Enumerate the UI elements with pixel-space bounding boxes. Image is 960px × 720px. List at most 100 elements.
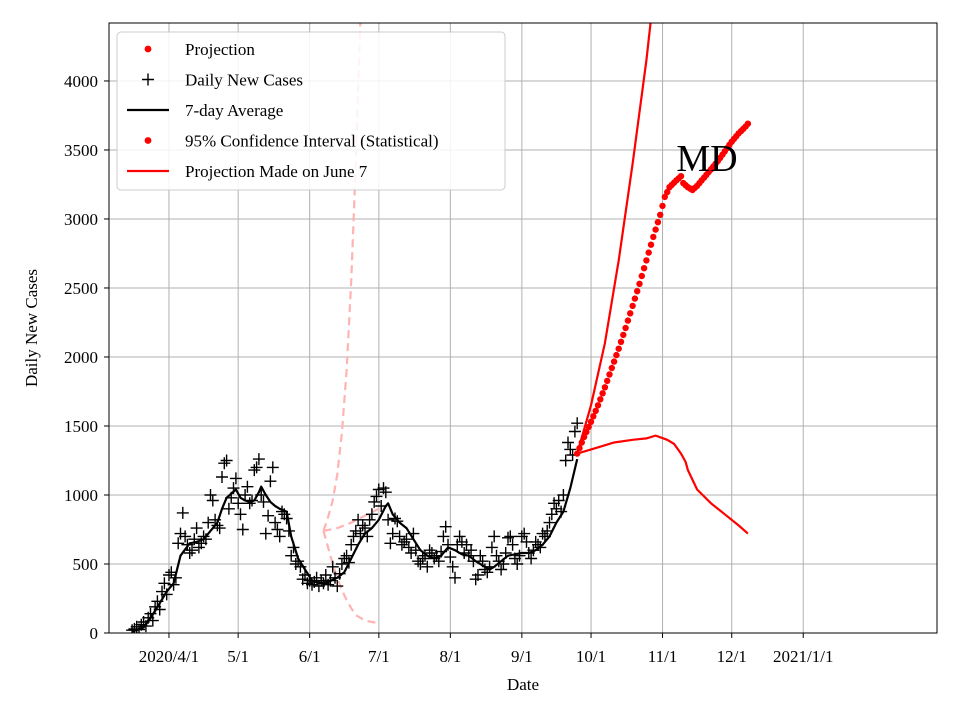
projection-point	[576, 444, 583, 452]
daily-cases-point	[453, 530, 466, 543]
projection-point	[583, 428, 590, 436]
daily-cases-point	[197, 530, 210, 543]
daily-cases-point	[176, 506, 189, 519]
seven-day-average-line	[131, 458, 579, 633]
daily-cases-point	[511, 558, 524, 570]
daily-cases-point	[485, 541, 498, 554]
y-tick-label: 0	[90, 624, 99, 643]
daily-cases-point	[363, 513, 376, 526]
daily-cases-point	[331, 580, 344, 593]
daily-cases-point	[356, 519, 369, 532]
x-tick-label: 6/1	[299, 647, 321, 666]
daily-cases-point	[213, 522, 226, 535]
ci-lower-line	[576, 434, 749, 535]
daily-cases-point	[206, 494, 219, 507]
projection-point	[664, 188, 671, 196]
daily-cases-point	[241, 480, 254, 493]
daily-cases-point	[559, 454, 572, 467]
daily-cases-point	[232, 497, 245, 510]
x-tick-label: 8/1	[439, 647, 461, 666]
projection-point	[585, 423, 592, 431]
daily-cases-point	[179, 530, 192, 543]
projection-point	[592, 407, 599, 414]
legend-box	[116, 31, 506, 191]
projection-point	[601, 384, 609, 391]
daily-cases-point	[340, 549, 353, 562]
projection-point	[657, 211, 664, 218]
legend-entry-label: 7-day Average	[185, 101, 283, 120]
projection-point	[608, 364, 615, 372]
projection-point	[620, 331, 627, 339]
daily-cases-point	[326, 560, 339, 573]
x-tick-label: 11/1	[648, 647, 678, 666]
daily-cases-point	[266, 461, 279, 474]
daily-cases-point	[525, 552, 538, 565]
daily-cases-point	[568, 425, 581, 438]
daily-cases-point	[368, 495, 381, 508]
projection-point	[613, 351, 620, 359]
daily-cases-point	[472, 569, 484, 581]
projection-point	[606, 371, 613, 378]
y-tick-label: 2500	[64, 279, 98, 298]
legend: Projection Daily New Cases 7-day Average 95…	[116, 31, 506, 191]
daily-cases-point	[243, 497, 256, 510]
daily-cases-point	[222, 502, 235, 515]
projection-point	[654, 219, 662, 226]
projection-point	[615, 345, 622, 352]
daily-cases-point	[257, 495, 270, 508]
daily-cases-point	[239, 489, 252, 501]
daily-cases-point	[449, 571, 461, 584]
daily-cases-point	[264, 475, 277, 488]
projection-point	[617, 338, 625, 345]
daily-cases-point	[386, 527, 399, 540]
daily-cases-point	[269, 516, 282, 529]
daily-cases-point	[218, 457, 231, 470]
daily-cases-point	[204, 489, 217, 501]
daily-cases-point	[504, 530, 517, 543]
legend-entry-label: Projection	[185, 40, 255, 59]
projection-point	[629, 302, 636, 310]
projection-point	[636, 280, 643, 287]
projection-point	[659, 202, 666, 210]
june7-projection-upper-line	[322, 23, 362, 532]
projection-point	[645, 249, 652, 256]
projection-point	[677, 173, 685, 180]
daily-cases-point	[285, 549, 298, 562]
projection-point	[597, 396, 604, 403]
daily-cases-point	[382, 513, 395, 526]
daily-cases-point	[252, 453, 265, 466]
projection-point	[599, 390, 606, 397]
projection-point	[634, 288, 641, 295]
daily-cases-point	[359, 522, 371, 535]
daily-cases-point	[335, 558, 348, 570]
projection-point	[640, 265, 648, 272]
daily-cases-point	[220, 454, 233, 467]
daily-cases-point	[379, 486, 392, 499]
y-tick-label: 3500	[64, 141, 98, 160]
x-axis-ticks: 2020/4/1 5/1 6/1 7/1 8/1 9/1 10/1 11/1 12/1 2021/…	[139, 633, 833, 666]
daily-cases-point	[172, 537, 185, 550]
daily-cases-point	[446, 560, 459, 573]
projection-point	[638, 272, 645, 280]
daily-cases-point	[421, 560, 434, 573]
daily-cases-point	[502, 531, 514, 544]
x-tick-label: 12/1	[717, 647, 747, 666]
projection-point	[622, 324, 629, 332]
projection-point	[624, 317, 632, 324]
daily-cases-point	[571, 417, 584, 430]
daily-cases-point	[190, 522, 203, 535]
daily-cases-point	[236, 523, 249, 536]
daily-cases-point	[271, 523, 284, 536]
projection-point	[574, 450, 581, 457]
y-axis-ticks: 0 500 1000 1500 2000 2500 3000 3500 4000	[64, 72, 109, 643]
daily-cases-point	[465, 544, 478, 557]
y-tick-label: 4000	[64, 72, 98, 91]
legend-dot-marker	[144, 137, 152, 144]
projection-point	[610, 358, 618, 365]
x-tick-label: 2020/4/1	[139, 647, 199, 666]
daily-cases-point	[183, 547, 196, 559]
daily-cases-point	[370, 490, 383, 503]
plot-frame	[108, 22, 938, 634]
projection-point	[661, 193, 668, 201]
